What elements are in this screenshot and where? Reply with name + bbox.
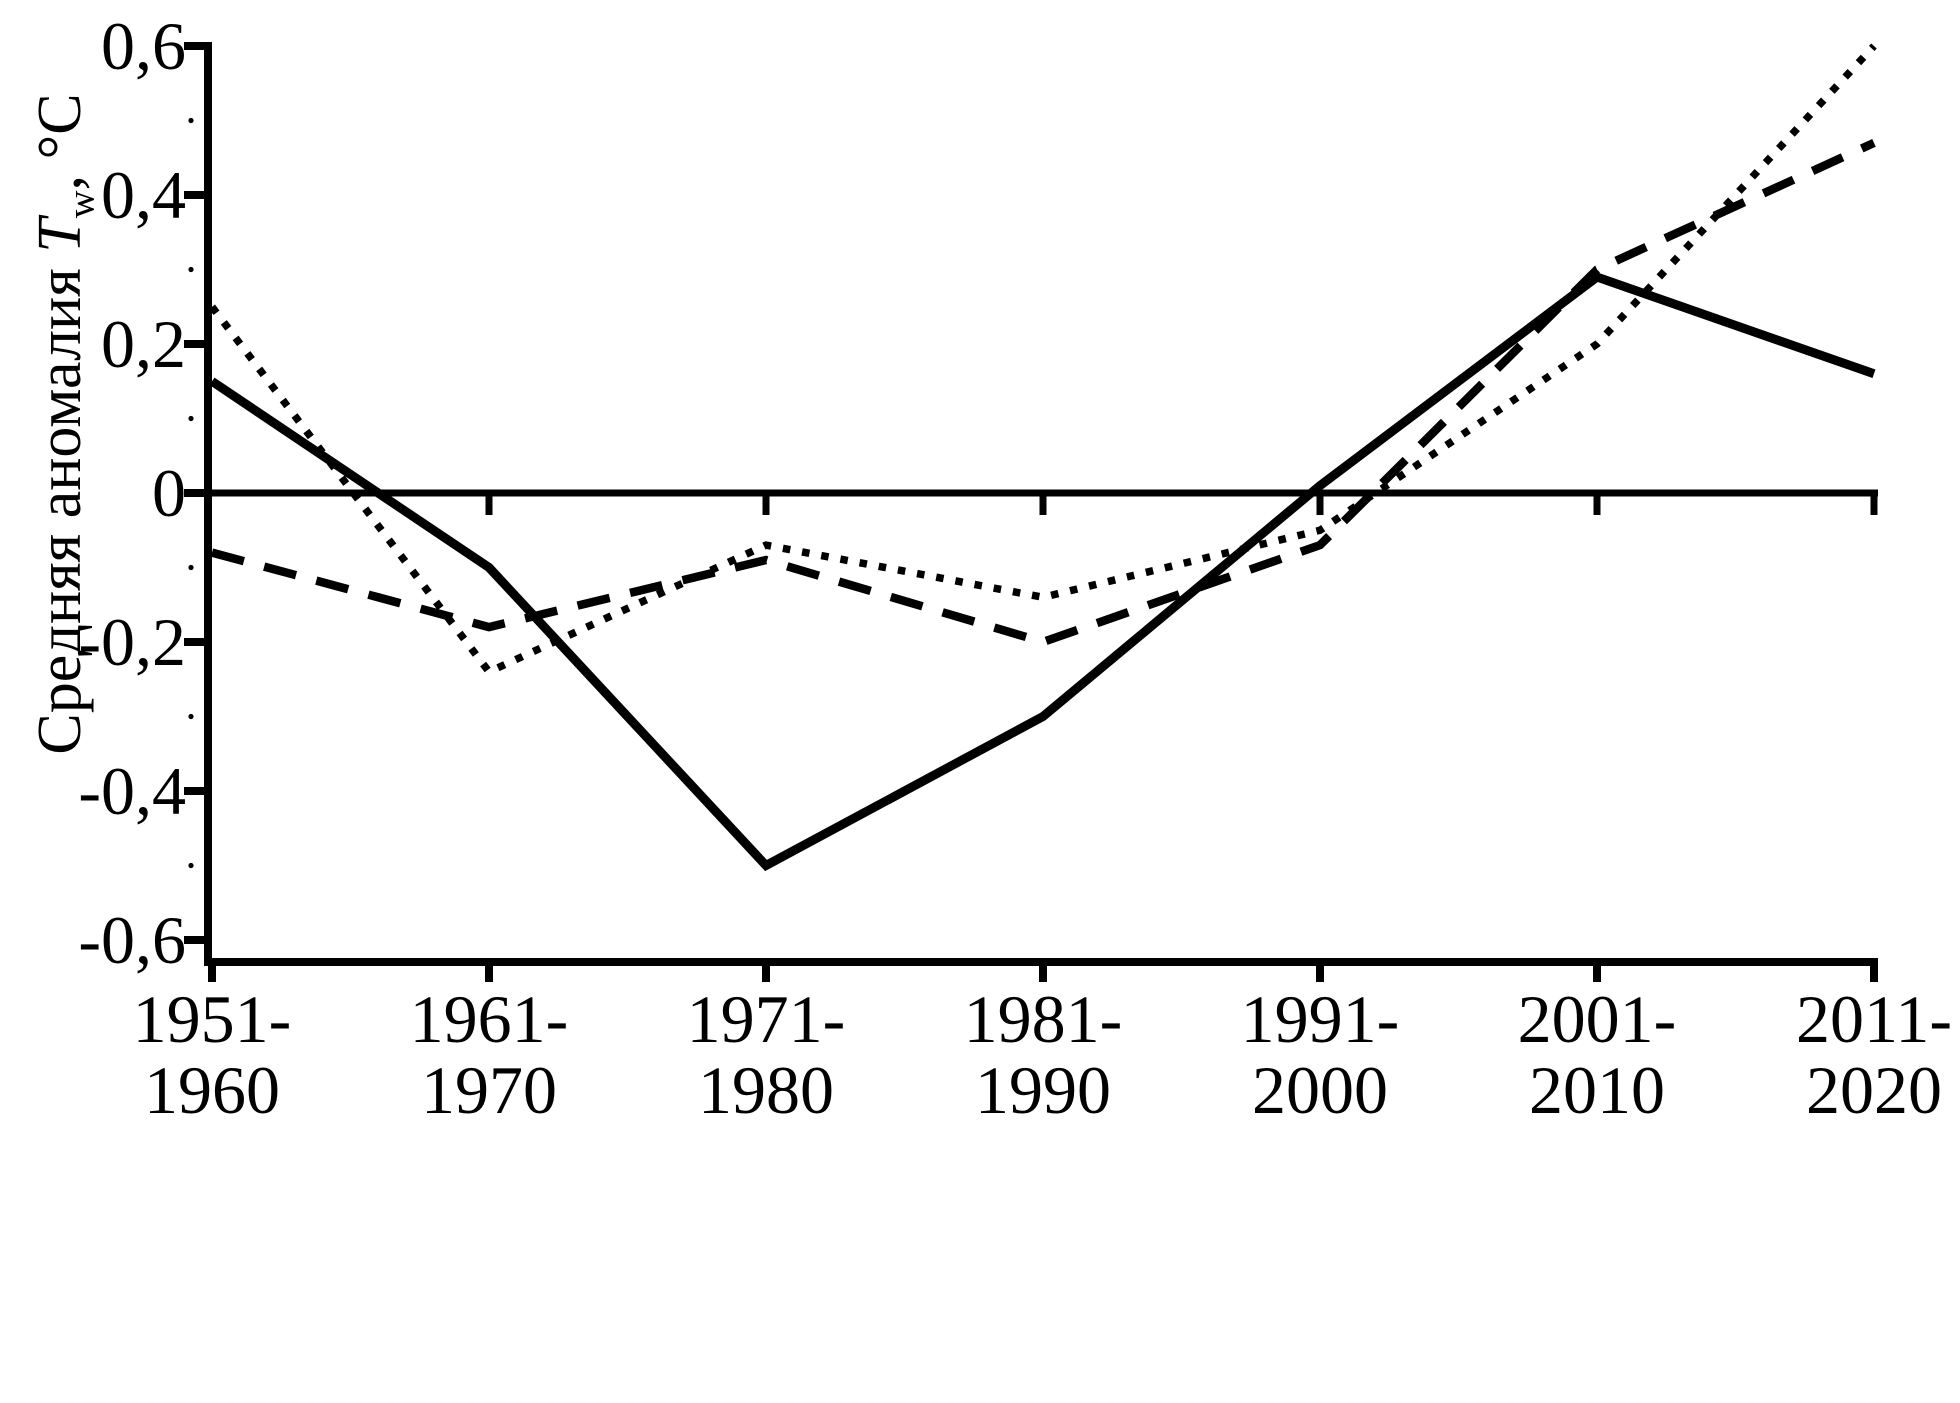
dashed-line-series bbox=[210, 139, 1876, 647]
x-tick-label-line: 1990 bbox=[975, 1052, 1111, 1128]
y-tick-label--0,2: -0,2 bbox=[78, 604, 186, 680]
x-tick-label-1981-1990: 1981- 1990 bbox=[883, 984, 1203, 1126]
x-tick-label-line: 2000 bbox=[1252, 1052, 1388, 1128]
x-tick-label-line: 1961- bbox=[409, 981, 569, 1057]
x-tick-label-line: 2011- bbox=[1795, 981, 1953, 1057]
x-tick-label-2001-2010: 2001- 2010 bbox=[1437, 984, 1757, 1126]
x-tick-label-line: 2001- bbox=[1517, 981, 1677, 1057]
x-tick-label-1961-1970: 1961- 1970 bbox=[329, 984, 649, 1126]
x-tick-label-line: 1971- bbox=[686, 981, 846, 1057]
y-minor-tick-dot bbox=[188, 266, 194, 273]
x-tick-label-line: 2010 bbox=[1529, 1052, 1665, 1128]
solid-line-series bbox=[209, 271, 1876, 872]
x-tick-label-line: 1991- bbox=[1240, 981, 1400, 1057]
y-minor-tick-dot bbox=[188, 117, 194, 124]
y-tick-label--0,6: -0,6 bbox=[78, 902, 186, 978]
x-tick-label-line: 1981- bbox=[963, 981, 1123, 1057]
x-tick-label-line: 1951- bbox=[132, 981, 292, 1057]
y-minor-tick-dot bbox=[188, 862, 194, 869]
x-tick-label-line: 1980 bbox=[698, 1052, 834, 1128]
y-tick-label-0,4: 0,4 bbox=[101, 157, 186, 233]
y-tick-label-0,6: 0,6 bbox=[101, 8, 186, 84]
y-minor-tick-dot bbox=[188, 564, 194, 571]
y-tick-label-0: 0 bbox=[152, 455, 186, 531]
x-tick-label-1971-1980: 1971- 1980 bbox=[606, 984, 926, 1126]
y-tick-label-0,2: 0,2 bbox=[101, 306, 186, 382]
x-tick-label-line: 1970 bbox=[421, 1052, 557, 1128]
y-minor-tick-dot bbox=[188, 415, 194, 422]
x-tick-label-line: 1960 bbox=[144, 1052, 280, 1128]
x-tick-label-line: 2020 bbox=[1806, 1052, 1942, 1128]
x-tick-label-2011-2020: 2011- 2020 bbox=[1714, 984, 1960, 1126]
dotted-line-series bbox=[209, 43, 1877, 677]
x-tick-label-1951-1960: 1951- 1960 bbox=[52, 984, 372, 1126]
y-minor-tick-dot bbox=[188, 713, 194, 720]
x-tick-label-1991-2000: 1991- 2000 bbox=[1160, 984, 1480, 1126]
y-tick-label--0,4: -0,4 bbox=[78, 753, 186, 829]
